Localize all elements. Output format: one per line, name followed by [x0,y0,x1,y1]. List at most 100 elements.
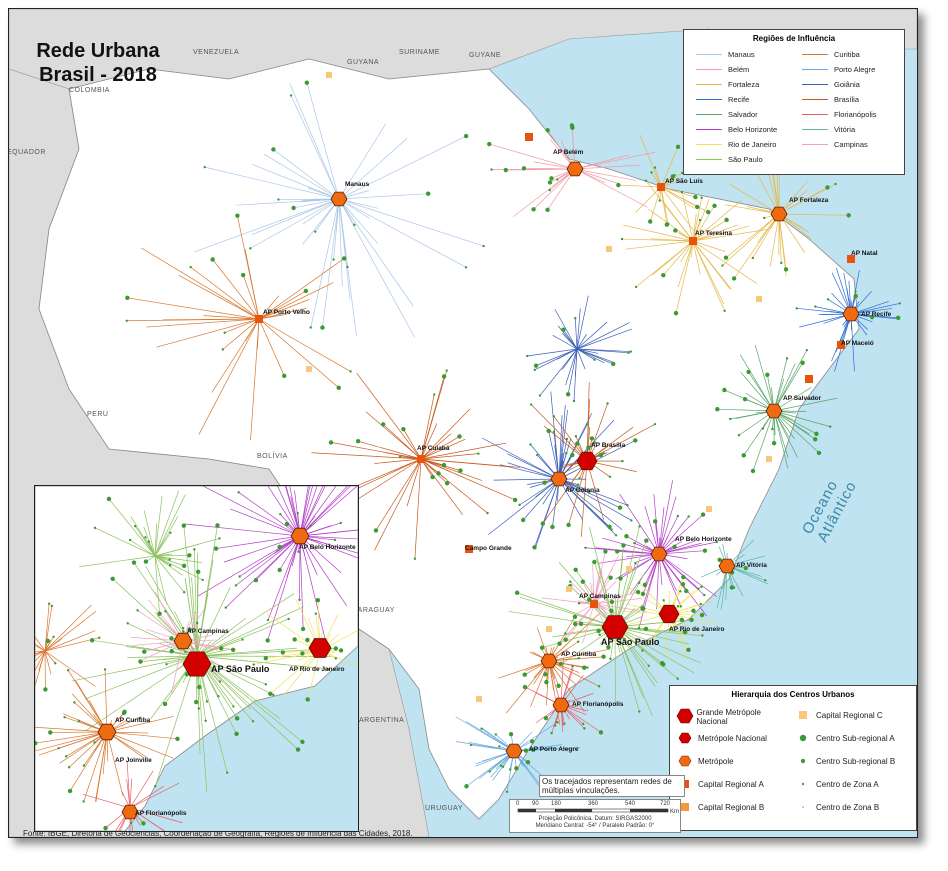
sub-center-dot [320,325,325,330]
network-line [692,200,742,242]
sub-center-dot [898,302,901,305]
sub-center-dot [597,685,601,688]
network-line [156,318,260,348]
sub-center-dot [276,486,279,487]
network-line [420,394,435,460]
network-line [592,563,595,605]
sub-center-dot [218,646,224,651]
sub-center-dot [544,679,549,685]
metropole-marker [718,558,736,574]
sub-center-dot [336,385,341,390]
sub-center-dot [764,579,767,582]
network-line [660,186,695,209]
network-line [576,321,608,350]
source-note: Fonte: IBGE, Diretoria de Geociências, C… [23,829,413,838]
network-line [660,186,668,225]
network-line [574,168,637,181]
sub-center-dot [277,198,280,201]
sub-center-dot [52,635,55,638]
sub-center-dot [611,361,616,367]
sub-center-dot [441,462,447,468]
network-line [558,440,636,480]
network-line [773,386,812,412]
metropole-marker [842,306,860,322]
city-label: AP Belém [553,149,584,156]
network-line [212,259,260,320]
network-line [106,716,174,733]
sub-center-dot [295,747,301,752]
network-line [270,650,321,695]
hierarchy-legend-item: Metrópole Nacional [676,731,767,745]
network-line [543,425,588,462]
inset-city-label: AP Curitiba [115,717,151,724]
network-line [773,410,820,454]
network-line [322,198,340,328]
sub-center-dot [122,709,127,715]
network-line [658,480,673,555]
sub-center-dot [805,348,809,352]
sub-center-dot [616,182,621,188]
sub-center-dot [679,605,683,608]
network-line [104,669,108,733]
network-line [171,640,184,693]
sub-center-dot [277,544,282,550]
network-line [68,731,108,768]
sub-center-dot [637,581,641,584]
sub-center-dot [593,441,597,444]
network-line [530,660,550,707]
sub-center-dot [573,567,578,572]
network-line [154,532,171,557]
network-line [754,344,775,412]
sub-center-dot [272,693,275,697]
region-line-swatch [696,159,722,160]
network-line [258,318,351,372]
sub-center-dot [607,524,612,529]
sub-center-dot [241,638,244,641]
capital-regional-marker [805,375,813,383]
sub-center-dot [218,680,222,683]
inset-city-label: AP Florianópolis [135,810,187,817]
sub-center-dot [338,648,344,653]
sub-center-dot [578,621,584,627]
network-line [681,191,694,242]
network-line [127,297,260,320]
region-legend-label: Manaus [728,50,755,59]
network-line [420,370,448,460]
sub-center-dot [304,80,310,85]
network-line [539,348,578,396]
sub-center-dot [512,497,518,503]
sub-center-dot [291,205,296,211]
hierarchy-legend-label: Grande Metrópole Nacional [696,708,761,726]
projection-line1: Projeção Policônica. Datum: SIRGAS2000 [538,816,652,822]
sub-center-dot [47,602,51,605]
sub-center-dot [531,207,536,212]
scale-tick: 90 [532,801,539,807]
sub-center-dot [644,179,648,182]
sub-center-dot [234,716,240,721]
network-line [740,372,775,412]
network-line [196,655,286,666]
network-line [635,240,694,288]
network-line [773,410,789,469]
sub-center-dot [723,255,729,260]
sub-center-dot [596,628,601,634]
region-line-swatch [696,99,722,100]
region-legend-item: Campinas [802,140,868,149]
network-line [548,430,560,480]
sub-center-dot [698,218,702,222]
network-line [306,82,340,200]
network-line [258,282,334,320]
sub-center-dot [705,209,711,215]
sub-center-dot [620,237,624,241]
network-line [593,603,648,612]
network-line [299,486,358,537]
sub-center-dot [508,768,512,771]
scale-tick: 720 [660,801,671,807]
country-label: COLOMBIA [69,87,110,94]
network-line [692,240,701,275]
network-line [224,318,260,334]
sub-center-dot [48,730,53,735]
capital-regional-marker [590,600,598,608]
sub-center-dot [780,261,783,265]
network-line [625,240,694,250]
